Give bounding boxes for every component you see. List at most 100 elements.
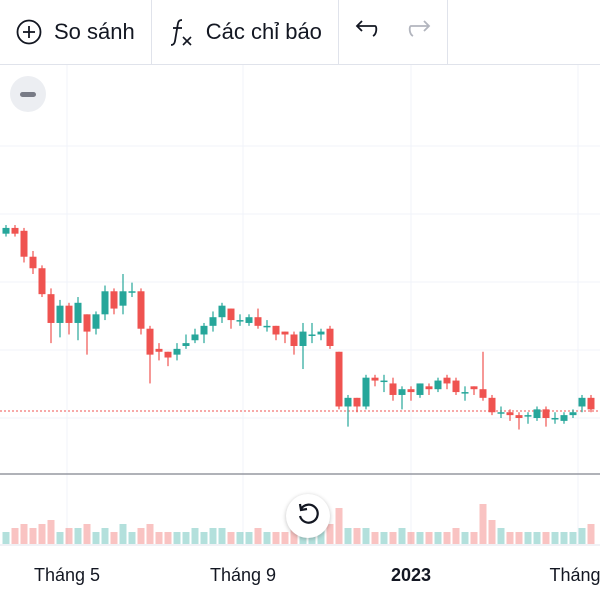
volume-bar [452,528,460,544]
candle-body [164,351,172,358]
candle-body [551,418,559,420]
zoom-out-button[interactable] [10,76,46,112]
volume-bar [191,528,199,544]
volume-bar [425,532,433,544]
volume-bar [2,532,10,544]
volume-bar [92,532,100,544]
x-axis-label: 2023 [390,565,432,585]
volume-bar [56,532,64,544]
volume-bar [110,532,118,544]
candle-body [488,397,496,413]
candle-body [209,317,217,326]
volume-bar [20,524,28,544]
candle-body [506,412,514,416]
candle-body [398,389,406,395]
fx-icon [168,17,194,47]
candle-body [281,331,289,335]
volume-bar [533,532,541,544]
candle-body [380,380,388,383]
candle-body [326,328,334,346]
volume-bar [515,532,523,544]
volume-bar [164,532,172,544]
candlestick-chart[interactable] [0,65,600,600]
candle-body [344,397,352,407]
reset-icon [295,501,321,532]
volume-bar [389,532,397,544]
candle-body [461,392,469,394]
candle-body [317,331,325,335]
candle-body [362,377,370,407]
indicators-label: Các chỉ báo [205,19,322,44]
redo-button[interactable] [393,0,447,64]
volume-bar [317,528,325,544]
x-axis-label: Tháng [549,565,600,585]
volume-bar [38,524,46,544]
candle-body [245,317,253,323]
volume-bar [29,528,37,544]
candle-body [191,334,199,341]
volume-bar [569,532,577,544]
candle-body [299,331,307,346]
volume-bar [263,532,271,544]
reset-chart-button[interactable] [286,494,330,538]
volume-bar [227,532,235,544]
candle-body [146,328,154,355]
toolbar-divider [337,0,339,64]
volume-bar [200,532,208,544]
x-axis-label: Tháng 9 [209,565,277,585]
undo-icon [353,16,379,48]
candle-body [515,415,523,418]
indicators-button[interactable]: Các chỉ báo [152,0,338,64]
candle-body [20,230,28,257]
candle-body [119,291,127,306]
candle-body [434,380,442,390]
volume-bar [479,504,487,544]
volume-bar [326,524,334,544]
candle-body [236,320,244,322]
toolbar-divider [150,0,152,64]
candle-body [371,377,379,381]
candle-body [47,294,55,323]
candle-body [182,343,190,346]
candle-body [497,412,505,414]
candle-body [155,348,163,352]
volume-bar [542,532,550,544]
candle-body [74,302,82,323]
x-axis-label: Tháng 5 [33,565,101,585]
volume-bar [353,528,361,544]
candle-body [128,291,136,293]
volume-bar [272,532,280,544]
candle-body [560,415,568,421]
candle-body [200,325,208,335]
toolbar: So sánh Các chỉ báo [0,0,600,65]
volume-bar [299,532,307,544]
volume-bar [407,532,415,544]
volume-bar [155,532,163,544]
candle-body [416,383,424,395]
candle-body [254,317,262,326]
volume-bar [578,528,586,544]
candle-body [443,377,451,384]
compare-button[interactable]: So sánh [0,0,151,64]
candle-body [83,314,91,332]
volume-bar [173,532,181,544]
volume-bar [362,528,370,544]
volume-bar [587,524,595,544]
volume-bar [11,528,19,544]
volume-bar [488,520,496,544]
candle-body [533,409,541,418]
volume-bar [497,528,505,544]
candle-body [2,227,10,234]
candle-body [92,314,100,329]
candle-body [308,334,316,336]
volume-bar [209,528,217,544]
volume-bar [398,528,406,544]
candle-body [389,383,397,395]
volume-bar [380,532,388,544]
plus-circle-icon [16,19,42,45]
undo-button[interactable] [339,0,393,64]
volume-bar [524,532,532,544]
candle-body [56,305,64,323]
volume-bar [335,508,343,544]
redo-icon [407,16,433,48]
